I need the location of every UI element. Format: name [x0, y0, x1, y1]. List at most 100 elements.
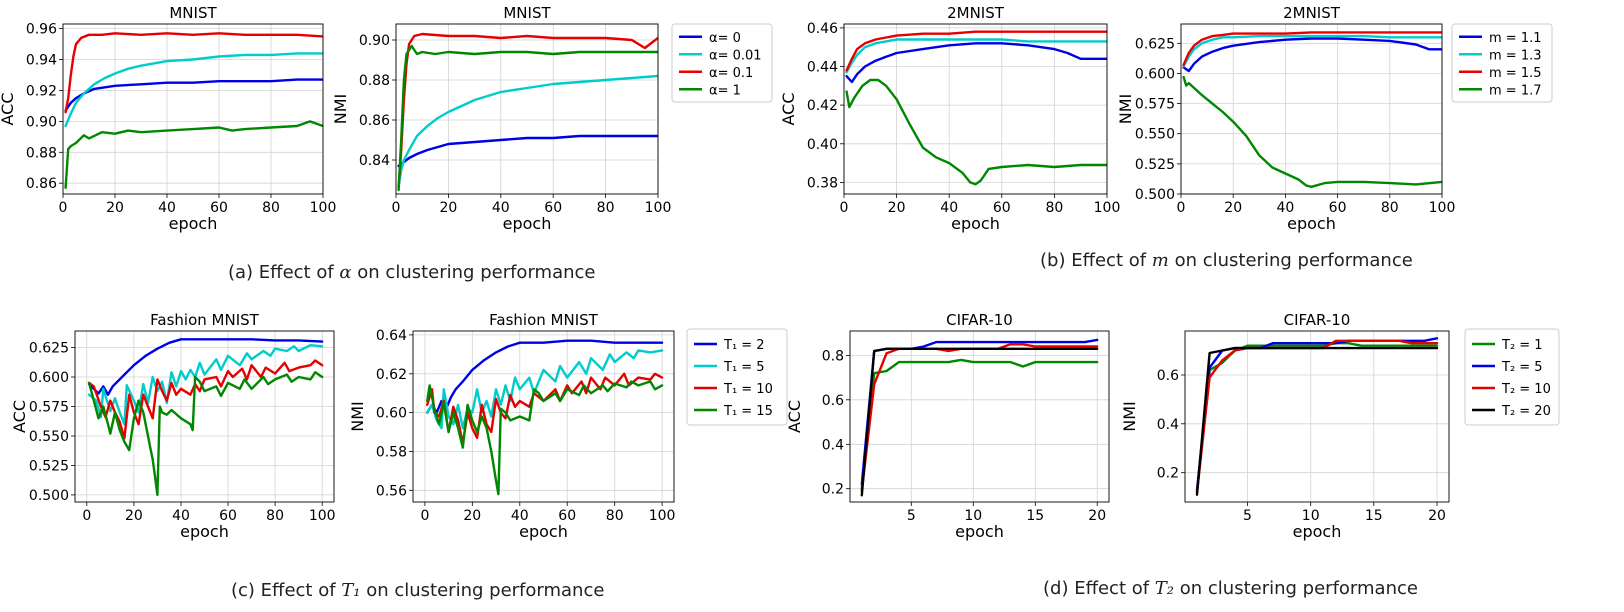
x-tick-label: 80 [606, 508, 624, 524]
legend-label: m = 1.5 [1489, 66, 1542, 81]
chart-title: MNIST [503, 4, 551, 22]
series-group [845, 30, 1107, 186]
series-line [397, 44, 658, 192]
y-tick-label: 0.6 [822, 393, 844, 409]
series-line [845, 42, 1107, 84]
series-line [860, 358, 1099, 490]
plot-area [844, 24, 1107, 194]
series-line [426, 372, 664, 445]
chart-title: MNIST [169, 4, 217, 22]
x-tick-label: 5 [907, 508, 916, 524]
chart-title: CIFAR-10 [946, 311, 1013, 329]
y-axis-label: NMI [331, 94, 350, 125]
x-tick-label: 20 [463, 508, 481, 524]
x-tick-label: 60 [219, 508, 237, 524]
series-line [397, 74, 658, 188]
legend-label: m = 1.1 [1489, 31, 1542, 46]
x-tick-label: 20 [1088, 508, 1106, 524]
series-line [87, 338, 324, 396]
chart-title: 2MNIST [1283, 4, 1341, 22]
x-tick-label: 60 [1329, 200, 1347, 216]
plot-frame [1184, 330, 1450, 503]
x-tick-label: 100 [309, 508, 336, 524]
y-tick-label: 0.6 [1157, 368, 1179, 384]
series-line [1182, 31, 1442, 67]
x-axis-label: epoch [1287, 214, 1336, 233]
x-tick-label: 10 [964, 508, 982, 524]
legend-label: T₁ = 10 [723, 382, 773, 397]
plot-frame [395, 23, 659, 195]
legend-box [1464, 328, 1560, 426]
x-tick-label: 20 [439, 200, 457, 216]
series-line [64, 78, 323, 112]
series-line [860, 347, 1099, 497]
y-tick-label: 0.42 [807, 98, 838, 114]
x-tick-label: 15 [1365, 508, 1383, 524]
chart-panel-6: 0 20 40 60 80 100 0.56 0.58 0.60 0.62 0.64 Fashion … [348, 311, 675, 541]
chart-panel-7: 5 10 15 20 0.2 0.4 0.6 0.8 CIFAR-10 epoch ACC [785, 311, 1110, 541]
x-tick-label: 20 [1224, 200, 1242, 216]
y-tick-label: 0.575 [1135, 97, 1175, 113]
legend-a: α= 0 α= 0.01 α= 0.1 α= 1 [671, 23, 773, 103]
x-tick-label: 60 [558, 508, 576, 524]
y-tick-label: 0.88 [359, 73, 390, 89]
y-tick-label: 0.86 [359, 113, 390, 129]
series-group [64, 32, 323, 190]
plot-frame [1180, 23, 1443, 195]
legend-label: T₂ = 20 [1501, 404, 1551, 419]
x-tick-label: 80 [262, 200, 280, 216]
legend-c: T₁ = 2 T₁ = 5 T₁ = 10 T₁ = 15 [686, 328, 788, 426]
y-tick-label: 0.550 [29, 429, 69, 445]
y-tick-label: 0.4 [822, 437, 844, 453]
series-group [1195, 337, 1439, 496]
x-tick-label: 100 [310, 200, 337, 216]
y-tick-label: 0.38 [807, 175, 838, 191]
series-line [1182, 75, 1442, 189]
x-axis-label: epoch [180, 522, 229, 541]
x-tick-label: 20 [888, 200, 906, 216]
x-tick-label: 100 [1094, 200, 1121, 216]
chart-panel-2: 0 20 40 60 80 100 0.84 0.86 0.88 0.90 MNIST epoch NM… [331, 4, 671, 233]
y-axis-label: ACC [785, 400, 804, 433]
x-tick-label: 40 [492, 200, 510, 216]
y-tick-label: 0.56 [376, 483, 407, 499]
chart-title: Fashion MNIST [489, 311, 598, 329]
series-line [87, 371, 324, 497]
series-group [397, 32, 658, 192]
y-tick-label: 0.58 [376, 445, 407, 461]
plot-area [1181, 24, 1442, 194]
x-tick-label: 40 [1276, 200, 1294, 216]
y-tick-label: 0.600 [29, 370, 69, 386]
legend-label: T₁ = 2 [723, 338, 765, 353]
x-tick-label: 15 [1026, 508, 1044, 524]
x-tick-label: 100 [645, 200, 672, 216]
legend-label: α= 0.1 [709, 66, 753, 81]
series-line [87, 359, 324, 440]
x-tick-label: 80 [597, 200, 615, 216]
legend-label: T₂ = 1 [1501, 338, 1543, 353]
series-group [1182, 31, 1442, 189]
x-tick-label: 40 [940, 200, 958, 216]
series-line [1182, 37, 1442, 73]
x-tick-label: 80 [1381, 200, 1399, 216]
y-tick-label: 0.625 [1135, 36, 1175, 52]
x-tick-label: 40 [511, 508, 529, 524]
chart-panel-8: 5 10 15 20 0.2 0.4 0.6 CIFAR-10 epoch NMI [1120, 311, 1450, 541]
legend-label: T₂ = 5 [1501, 360, 1543, 375]
y-tick-label: 0.575 [29, 400, 69, 416]
y-tick-label: 0.500 [1135, 187, 1175, 203]
legend-label: α= 1 [709, 83, 741, 98]
series-line [64, 52, 323, 128]
series-line [87, 344, 324, 426]
x-tick-label: 40 [158, 200, 176, 216]
y-tick-label: 0.90 [26, 114, 57, 130]
legend-b: m = 1.1 m = 1.3 m = 1.5 m = 1.7 [1451, 23, 1553, 103]
chart-title: 2MNIST [947, 4, 1005, 22]
y-tick-label: 0.8 [822, 348, 844, 364]
x-tick-label: 5 [1243, 508, 1252, 524]
y-tick-label: 0.90 [359, 33, 390, 49]
x-tick-label: 0 [392, 200, 401, 216]
legend-label: T₁ = 15 [723, 404, 773, 419]
plot-area [850, 331, 1109, 502]
